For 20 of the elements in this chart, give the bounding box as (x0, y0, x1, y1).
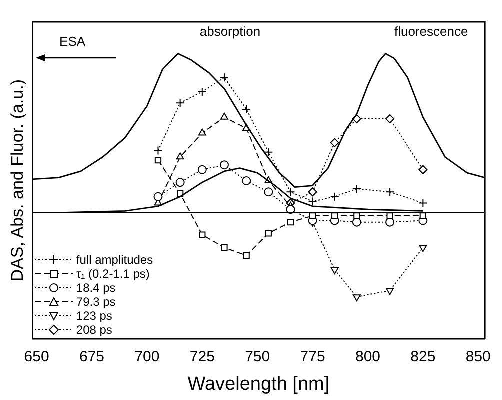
legend-label: τ₁ (0.2-1.1 ps) (76, 267, 150, 282)
text: fluorescence (394, 24, 468, 39)
x-tick-label: 775 (300, 348, 326, 366)
legend-label: full amplitudes (76, 253, 154, 268)
x-tick-label: 700 (134, 348, 160, 366)
x-tick-label: 650 (24, 348, 50, 366)
legend-label: 79.3 ps (76, 295, 116, 310)
x-axis-title: Wavelength [nm] (188, 374, 330, 395)
legend-label: 208 ps (76, 323, 112, 338)
x-tick-label: 725 (190, 348, 215, 366)
y-axis-title: DAS, Abs. and Fluor. (a.u.) (8, 79, 27, 282)
x-tick-label: 750 (245, 348, 270, 366)
text: ESA (60, 34, 86, 49)
legend-label: 18.4 ps (76, 281, 116, 296)
x-tick-label: 675 (79, 348, 105, 366)
x-tick-label: 850 (466, 348, 491, 366)
text: absorption (200, 24, 261, 39)
x-tick-label: 800 (355, 348, 380, 366)
legend-label: 123 ps (76, 309, 112, 324)
x-tick-label: 825 (410, 348, 436, 366)
